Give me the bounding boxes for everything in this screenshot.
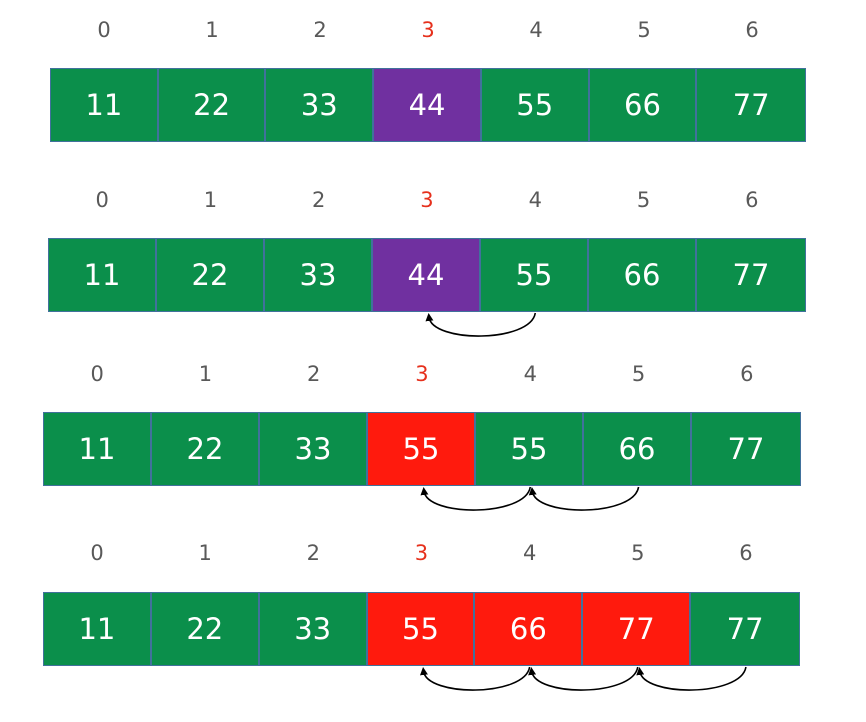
array-cell-normal: 22 <box>157 239 265 311</box>
shift-arrow <box>420 486 532 511</box>
index-label: 4 <box>528 188 542 212</box>
highlighted-index-label: 3 <box>414 541 429 565</box>
index-label: 5 <box>631 362 646 386</box>
array-cell-shifted: 77 <box>583 593 692 665</box>
array-cell-normal: 77 <box>697 239 805 311</box>
index-label: 6 <box>740 362 754 386</box>
array-cell-normal: 66 <box>584 413 692 485</box>
array-cell-normal: 22 <box>152 413 260 485</box>
index-label: 2 <box>312 188 326 212</box>
shift-arrow <box>528 666 639 691</box>
array-cell-normal: 33 <box>266 69 375 141</box>
index-label: 1 <box>203 188 218 212</box>
array-cells: 11 22 33 55 55 66 77 <box>43 412 801 486</box>
array-cells: 11 22 33 44 55 66 77 <box>48 238 806 312</box>
index-label: 5 <box>637 18 651 42</box>
index-label: 4 <box>529 18 543 42</box>
shift-arrow <box>528 486 640 511</box>
array-cell-normal: 11 <box>44 413 152 485</box>
array-cell-normal: 77 <box>697 69 806 141</box>
index-label: 2 <box>306 541 321 565</box>
array-cells: 11 22 33 44 55 66 77 <box>50 68 806 142</box>
array-cell-normal: 66 <box>589 239 697 311</box>
shift-arrow <box>420 666 531 691</box>
index-label: 4 <box>523 362 537 386</box>
shift-arrow <box>425 312 537 337</box>
array-cell-normal: 77 <box>692 413 800 485</box>
index-label: 6 <box>739 541 753 565</box>
array-cell-normal: 77 <box>691 593 800 665</box>
array-cell-key: 44 <box>374 69 482 141</box>
index-label: 0 <box>90 541 104 565</box>
array-cell-normal: 55 <box>481 239 589 311</box>
array-cell-normal: 11 <box>49 239 157 311</box>
array-cell-normal: 22 <box>158 69 267 141</box>
array-cell-normal: 33 <box>260 413 368 485</box>
index-label: 5 <box>631 541 645 565</box>
index-label: 0 <box>97 18 111 42</box>
highlighted-index-label: 3 <box>415 362 429 386</box>
index-label: 4 <box>522 541 537 565</box>
array-cell-normal: 33 <box>265 239 373 311</box>
array-cell-normal: 55 <box>481 69 590 141</box>
array-cell-key: 44 <box>373 239 481 311</box>
array-cell-normal: 11 <box>44 593 152 665</box>
array-cell-normal: 11 <box>51 69 159 141</box>
array-cells: 11 22 33 55 66 77 77 <box>43 592 800 666</box>
shift-arrow <box>636 666 747 691</box>
array-cell-normal: 22 <box>151 593 260 665</box>
array-cell-normal: 55 <box>476 413 584 485</box>
index-label: 5 <box>636 188 651 212</box>
array-cell-normal: 33 <box>259 593 368 665</box>
index-label: 0 <box>95 188 109 212</box>
index-label: 1 <box>205 18 219 42</box>
array-cell-shifted: 66 <box>475 593 584 665</box>
index-label: 0 <box>90 362 104 386</box>
index-label: 6 <box>745 188 759 212</box>
highlighted-index-label: 3 <box>421 18 435 42</box>
array-cell-shifted: 55 <box>368 413 476 485</box>
index-label: 2 <box>313 18 327 42</box>
index-label: 1 <box>198 362 213 386</box>
array-cell-normal: 66 <box>589 69 698 141</box>
index-label: 6 <box>745 18 759 42</box>
highlighted-index-label: 3 <box>420 188 434 212</box>
array-cell-shifted: 55 <box>367 593 476 665</box>
index-label: 1 <box>198 541 212 565</box>
index-label: 2 <box>307 362 321 386</box>
